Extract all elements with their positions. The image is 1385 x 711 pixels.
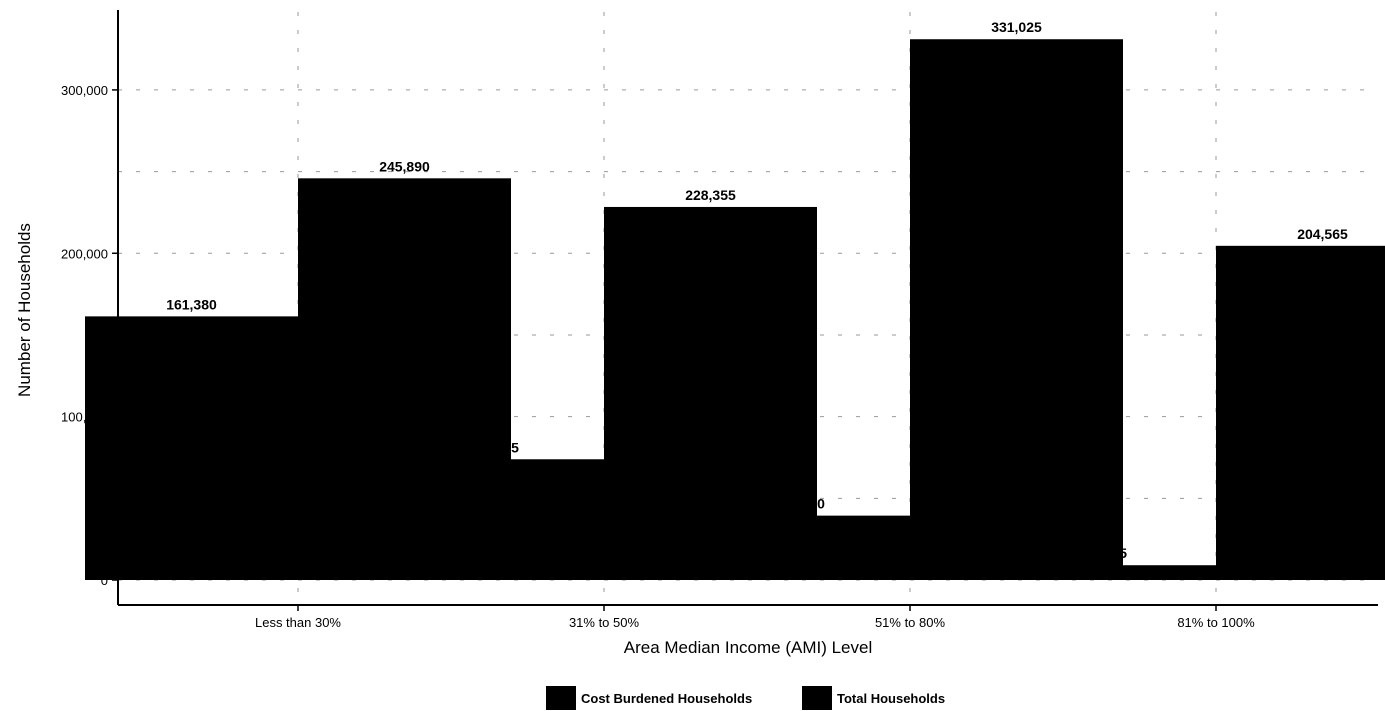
bar-cost-burdened — [697, 515, 910, 580]
legend-swatch — [802, 686, 832, 710]
y-tick-label: 200,000 — [61, 246, 108, 261]
data-label: 331,025 — [991, 19, 1042, 35]
legend-label: Cost Burdened Households — [581, 691, 752, 706]
bar-cost-burdened — [85, 316, 298, 580]
x-axis-title: Area Median Income (AMI) Level — [624, 638, 873, 657]
data-label: 245,890 — [379, 158, 430, 174]
y-tick-label: 100,000 — [61, 410, 108, 425]
x-tick-label: 31% to 50% — [569, 615, 640, 630]
bars — [85, 39, 1385, 581]
y-axis-title: Number of Households — [15, 223, 34, 397]
bar-total — [1216, 245, 1385, 580]
data-label: 228,355 — [685, 187, 736, 203]
axes — [117, 10, 1378, 606]
x-tick-label: Less than 30% — [255, 615, 341, 630]
bar-cost-burdened — [391, 459, 604, 580]
data-label: 204,565 — [1297, 226, 1348, 242]
data-labels: 161,380 245,890 73,905 228,355 39,400 331,025… — [166, 19, 1348, 561]
x-ticks: Less than 30% 31% to 50% 51% to 80% 81% to … — [255, 605, 1255, 630]
data-label: 73,905 — [476, 439, 519, 455]
legend: Cost Burdened Households Total Households — [546, 686, 945, 710]
bar-total — [910, 39, 1123, 581]
y-ticks: 0 100,000 200,000 300,000 — [61, 83, 118, 588]
bar-cost-burdened — [1003, 565, 1216, 580]
data-label: 161,380 — [166, 296, 217, 312]
x-tick-label: 81% to 100% — [1177, 615, 1255, 630]
data-label: 39,400 — [782, 496, 825, 512]
y-tick-label: 0 — [101, 573, 108, 588]
x-tick-label: 51% to 80% — [875, 615, 946, 630]
y-tick-label: 300,000 — [61, 83, 108, 98]
data-label: 9,045 — [1092, 545, 1127, 561]
legend-swatch — [546, 686, 576, 710]
legend-label: Total Households — [837, 691, 945, 706]
